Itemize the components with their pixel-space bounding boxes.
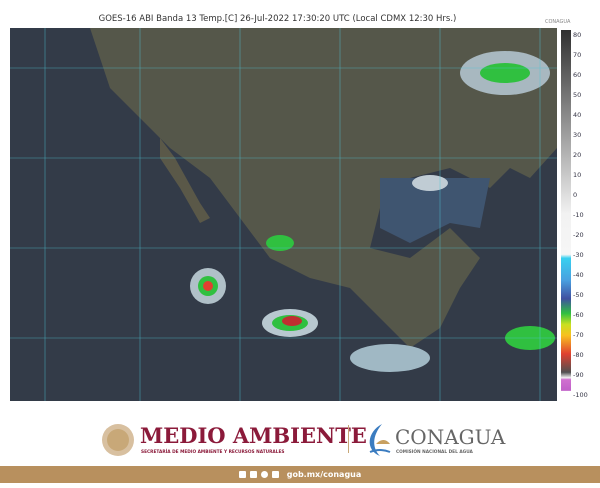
colorbar-tick-label: -80	[573, 351, 584, 359]
colorbar-tick-label: -60	[573, 311, 584, 319]
colorbar-tick-label: -30	[573, 251, 584, 259]
mexico-seal-icon	[102, 424, 134, 456]
colorbar-tick-label: -100	[573, 391, 588, 399]
divider	[348, 425, 349, 453]
twitter-icon[interactable]	[249, 471, 257, 478]
lat-lon-gridlines	[10, 28, 557, 401]
facebook-icon[interactable]	[238, 471, 246, 478]
colorbar-tick-label: 60	[573, 71, 582, 79]
footer-logos: MEDIO AMBIENTE SECRETARÍA DE MEDIO AMBIE…	[0, 420, 600, 460]
conagua-subtitle: COMISIÓN NACIONAL DEL AGUA	[396, 450, 473, 455]
colorbar-tick-label: 30	[573, 131, 582, 139]
colorbar-tick-label: 50	[573, 91, 582, 99]
colorbar-tick-label: 20	[573, 151, 582, 159]
colorbar-tick-label: -90	[573, 371, 584, 379]
conagua-title: CONAGUA	[395, 425, 506, 449]
medio-ambiente-title: MEDIO AMBIENTE	[140, 423, 367, 448]
colorbar-tick-label: -70	[573, 331, 584, 339]
image-title: GOES-16 ABI Banda 13 Temp.[C] 26-Jul-202…	[98, 14, 457, 24]
cloud-clusters	[190, 51, 555, 372]
satellite-image	[10, 28, 557, 401]
conagua-corner-logo: CONAGUA	[545, 19, 571, 25]
colorbar-tick-label: -20	[573, 231, 584, 239]
colorbar-tick-label: -10	[573, 211, 584, 219]
baja-california	[160, 138, 210, 223]
colorbar-tick-label: 10	[573, 171, 582, 179]
colorbar-tick-label: 80	[573, 31, 582, 39]
website-link[interactable]: gob.mx/conagua	[286, 470, 362, 479]
colorbar-tick-label: 40	[573, 111, 582, 119]
colorbar-tick-label: -50	[573, 291, 584, 299]
footer-bar: gob.mx/conagua	[0, 466, 600, 483]
colorbar-tick-label: -40	[573, 271, 584, 279]
conagua-logo-icon	[369, 424, 391, 456]
colorbar-tick-label: 70	[573, 51, 582, 59]
youtube-icon[interactable]	[271, 471, 279, 478]
medio-ambiente-subtitle: SECRETARÍA DE MEDIO AMBIENTE Y RECURSOS …	[141, 450, 285, 455]
colorbar-tick-label: 0	[573, 191, 578, 199]
instagram-icon[interactable]	[260, 471, 268, 478]
temperature-colorbar	[561, 30, 571, 398]
gulf-of-mexico	[380, 178, 490, 243]
